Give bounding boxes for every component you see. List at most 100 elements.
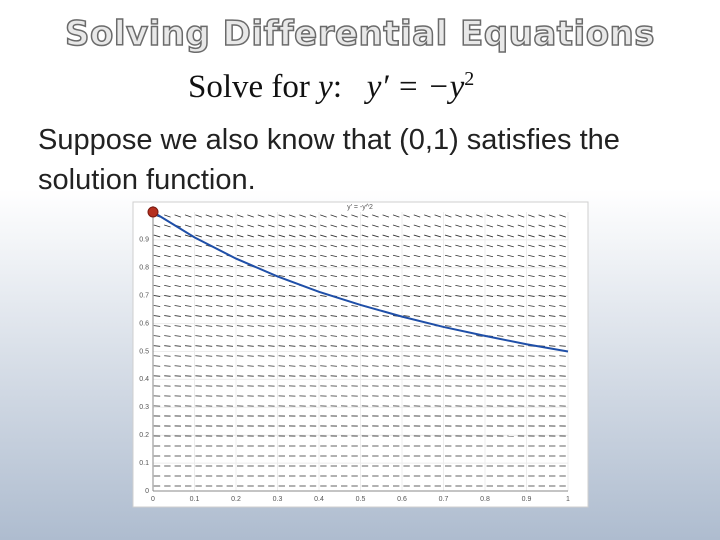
- field-dash: [559, 355, 566, 357]
- field-dash: [455, 355, 462, 357]
- field-dash: [382, 264, 390, 268]
- x-tick-label: 1: [566, 496, 570, 503]
- field-dash: [216, 264, 223, 268]
- field-dash: [195, 345, 202, 347]
- y-tick-label: 0.9: [139, 237, 149, 244]
- field-dash: [455, 254, 462, 258]
- field-dash: [403, 325, 410, 327]
- field-dash: [455, 285, 462, 287]
- field-dash: [164, 224, 171, 228]
- field-dash: [195, 224, 202, 228]
- field-dash: [372, 214, 379, 218]
- field-dash: [413, 244, 421, 248]
- field-dash: [184, 325, 192, 327]
- field-dash: [216, 254, 223, 258]
- field-dash: [340, 315, 348, 317]
- field-dash: [559, 214, 566, 218]
- field-dash: [257, 274, 265, 278]
- field-dash: [330, 224, 338, 228]
- field-dash: [205, 214, 213, 218]
- field-dash: [340, 224, 348, 228]
- field-dash: [164, 244, 171, 248]
- field-dash: [424, 264, 431, 268]
- field-dash: [403, 355, 410, 357]
- field-dash: [247, 224, 254, 228]
- field-dash: [486, 295, 494, 297]
- field-dash: [236, 305, 244, 307]
- field-dash: [517, 285, 525, 287]
- field-dash: [517, 295, 525, 297]
- field-dash: [403, 244, 410, 248]
- field-dash: [330, 355, 338, 357]
- field-dash: [424, 274, 431, 278]
- field-dash: [195, 214, 202, 218]
- field-dash: [434, 244, 442, 248]
- field-dash: [424, 244, 431, 248]
- field-dash: [320, 305, 327, 307]
- field-dash: [444, 355, 452, 357]
- field-dash: [486, 325, 494, 327]
- field-dash: [538, 234, 546, 238]
- field-dash: [320, 315, 327, 317]
- field-dash: [361, 234, 369, 238]
- field-dash: [465, 295, 473, 297]
- field-dash: [424, 325, 431, 327]
- field-dash: [413, 295, 421, 297]
- field-dash: [351, 274, 358, 278]
- field-dash: [153, 325, 161, 327]
- field-dash: [559, 325, 566, 327]
- field-dash: [372, 295, 379, 297]
- field-dash: [288, 254, 296, 258]
- field-dash: [299, 224, 306, 228]
- field-dash: [486, 315, 494, 317]
- field-dash: [247, 254, 254, 258]
- field-dash: [455, 295, 462, 297]
- field-dash: [268, 345, 275, 347]
- field-dash: [434, 305, 442, 307]
- field-dash: [528, 274, 535, 278]
- field-dash: [205, 355, 213, 357]
- field-dash: [257, 224, 265, 228]
- y-tick-label: 0.1: [139, 460, 149, 467]
- field-dash: [278, 234, 286, 238]
- y-tick-label: 0.8: [139, 265, 149, 272]
- y-tick-label: 0.2: [139, 432, 149, 439]
- field-dash: [216, 274, 223, 278]
- field-dash: [164, 345, 171, 347]
- field-dash: [216, 305, 223, 307]
- field-dash: [153, 274, 161, 278]
- field-dash: [236, 274, 244, 278]
- field-dash: [247, 325, 254, 327]
- field-dash: [496, 285, 504, 287]
- field-dash: [153, 234, 161, 238]
- field-dash: [496, 345, 504, 347]
- field-dash: [403, 345, 410, 347]
- field-dash: [268, 234, 275, 238]
- field-dash: [496, 305, 504, 307]
- field-dash: [486, 345, 494, 347]
- field-dash: [299, 295, 306, 297]
- field-dash: [278, 345, 286, 347]
- field-dash: [278, 285, 286, 287]
- field-dash: [548, 285, 556, 287]
- y-tick-label: 0.4: [139, 376, 149, 383]
- field-dash: [205, 335, 213, 337]
- field-dash: [361, 295, 369, 297]
- field-dash: [268, 254, 275, 258]
- field-dash: [372, 244, 379, 248]
- field-dash: [247, 244, 254, 248]
- field-dash: [226, 325, 234, 327]
- field-dash: [392, 305, 400, 307]
- field-dash: [268, 274, 275, 278]
- field-dash: [309, 315, 317, 317]
- field-dash: [174, 335, 182, 337]
- field-dash: [548, 234, 556, 238]
- field-dash: [465, 335, 473, 337]
- field-dash: [528, 244, 535, 248]
- field-dash: [278, 295, 286, 297]
- field-dash: [288, 234, 296, 238]
- field-dash: [330, 214, 338, 218]
- field-dash: [434, 335, 442, 337]
- field-dash: [320, 345, 327, 347]
